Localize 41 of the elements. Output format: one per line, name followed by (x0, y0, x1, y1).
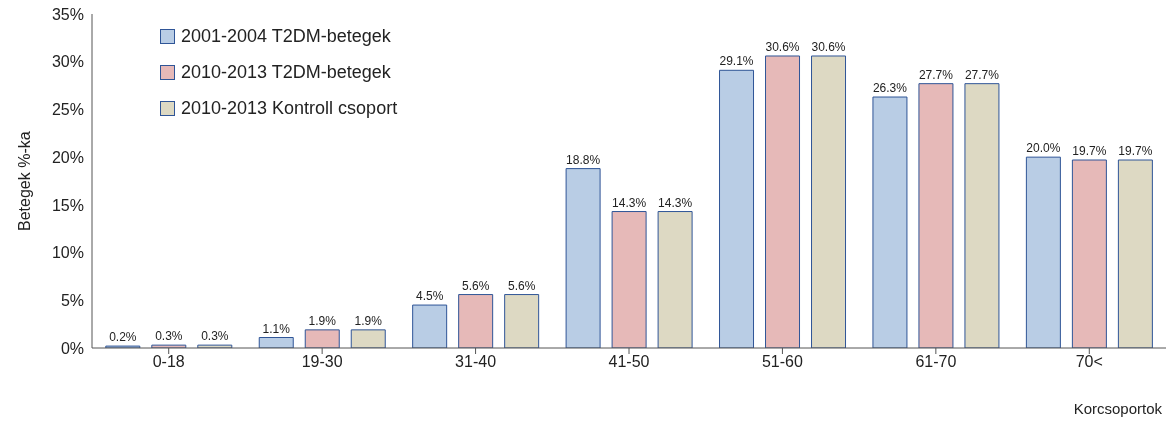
y-tick-label: 0% (60, 339, 84, 357)
data-label: 0.3% (155, 329, 183, 344)
x-tick-label: 0-18 (152, 353, 185, 371)
y-tick-label: 35% (51, 5, 84, 23)
y-tick-label: 25% (51, 101, 84, 119)
y-tick-label: 5% (60, 291, 84, 309)
y-tick-label: 10% (51, 244, 84, 262)
data-label: 29.1% (719, 54, 754, 69)
data-label: 0.3% (201, 329, 229, 344)
data-label: 14.3% (658, 195, 693, 210)
data-label: 27.7% (918, 67, 954, 82)
data-label: 19.7% (1118, 144, 1153, 159)
data-label: 19.7% (1072, 144, 1107, 159)
y-axis-title: Betegek %-ka (15, 131, 33, 231)
data-label: 0.2% (109, 330, 137, 345)
x-tick-label: 61-70 (915, 353, 957, 371)
data-label: 18.8% (566, 152, 601, 167)
x-tick-label: 41-50 (608, 353, 650, 371)
x-tick-label: 31-40 (455, 353, 497, 371)
data-label: 1.9% (308, 313, 337, 328)
x-tick-label: 19-30 (301, 353, 343, 371)
x-axis-title: Korcsoportok (1073, 400, 1163, 417)
data-label: 14.3% (612, 195, 647, 210)
data-label: 5.6% (507, 278, 536, 293)
data-label: 30.6% (811, 39, 846, 54)
data-label: 26.3% (872, 81, 908, 96)
data-label: 30.6% (765, 39, 800, 54)
data-label: 20.0% (1026, 141, 1061, 156)
legend-label: 2001-2004 T2DM-betegek (181, 25, 391, 48)
legend-label: 2010-2013 T2DM-betegek (181, 61, 391, 84)
y-tick-label: 15% (51, 196, 84, 214)
x-tick-label: 51-60 (761, 353, 803, 371)
data-label: 1.9% (354, 313, 383, 328)
x-tick-label: 70< (1075, 353, 1103, 371)
y-tick-label: 20% (51, 148, 84, 166)
data-label: 5.6% (461, 278, 490, 293)
legend-label: 2010-2013 Kontroll csoport (181, 97, 398, 120)
data-label: 27.7% (964, 67, 1000, 82)
y-tick-label: 30% (51, 53, 84, 71)
data-label: 4.5% (415, 289, 444, 304)
data-label: 1.1% (262, 321, 291, 336)
